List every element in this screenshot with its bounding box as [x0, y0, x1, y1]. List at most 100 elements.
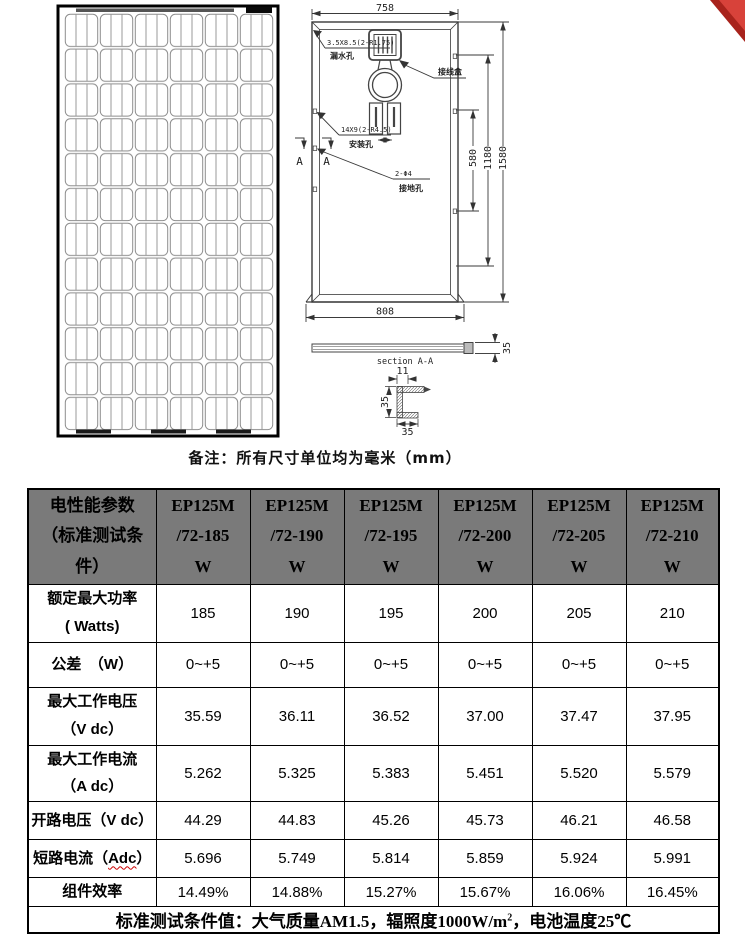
panel-front-view	[56, 4, 280, 438]
cable-loop	[367, 67, 403, 103]
table-row-isc: 短路电流（Adc） 5.696 5.749 5.814 5.859 5.924 …	[27, 839, 720, 878]
value-cell: 14.88%	[249, 877, 345, 907]
row-label: 开路电压（V dc）	[27, 801, 157, 840]
superscript-2: 2	[507, 912, 513, 924]
dimensions: 758 808 580 1180 1580	[305, 3, 509, 322]
value-cell: 5.451	[437, 744, 533, 802]
value-cell: 5.859	[437, 839, 533, 878]
arrowhead	[317, 148, 327, 155]
connectors	[368, 102, 402, 135]
model-header-cell: EP125M/72-185 W	[155, 488, 251, 585]
value-cell: 195	[343, 583, 439, 643]
table-row-tolerance: 公差 （W） 0~+5 0~+5 0~+5 0~+5 0~+5 0~+5	[27, 641, 720, 688]
busbar-ribbon-top	[76, 8, 234, 12]
junction-box-assembly	[367, 29, 403, 143]
section-markers: A A	[295, 137, 334, 168]
value-cell: 36.11	[249, 686, 345, 746]
value-cell: 0~+5	[531, 641, 627, 688]
drain-hole-label: 漏水孔	[330, 51, 354, 61]
solar-cell-grid	[64, 13, 274, 431]
value-cell: 46.58	[625, 801, 720, 840]
value-cell: 5.814	[343, 839, 439, 878]
spellcheck-underline: Adc	[108, 849, 137, 867]
model-header-cell: EP125M/72-195 W	[343, 488, 439, 585]
row-label: 最大工作电压 （V dc）	[27, 686, 157, 746]
value-cell: 44.83	[249, 801, 345, 840]
electrical-spec-table: 电性能参数 （标准测试条 件） EP125M/72-185 W EP125M/72…	[27, 488, 720, 934]
arrowhead	[313, 30, 322, 38]
dim-thickness: 35	[502, 342, 513, 354]
arrowhead	[316, 112, 326, 120]
param-header-cell: 电性能参数 （标准测试条 件）	[27, 488, 157, 585]
value-cell: 200	[437, 583, 533, 643]
param-header-line: 件）	[75, 557, 110, 577]
dim-total-height: 1580	[498, 146, 509, 170]
spec-table-wrap: 电性能参数 （标准测试条 件） EP125M/72-185 W EP125M/72…	[27, 488, 720, 934]
technical-drawing: 3.5X8.5(2-R1.75) 漏水孔 接线盒 14X9(2-R4.5) 安装…	[56, 0, 745, 438]
value-cell: 5.924	[531, 839, 627, 878]
value-cell: 15.27%	[343, 877, 439, 907]
header-row: 电性能参数 （标准测试条 件） EP125M/72-185 W EP125M/72…	[27, 488, 720, 585]
value-cell: 35.59	[155, 686, 251, 746]
value-cell: 0~+5	[625, 641, 720, 688]
page-corner-decoration	[710, 0, 745, 42]
value-cell: 5.696	[155, 839, 251, 878]
footer-row: 标准测试条件值：大气质量AM1.5，辐照度1000W/m2，电池温度25℃	[27, 906, 720, 934]
busbar-ribbon-bottom	[216, 429, 251, 434]
ground-hole-label: 接地孔	[399, 183, 423, 193]
value-cell: 16.06%	[531, 877, 627, 907]
value-cell: 45.26	[343, 801, 439, 840]
value-cell: 5.520	[531, 744, 627, 802]
param-header-line: （标准测试条	[41, 526, 144, 546]
value-cell: 5.325	[249, 744, 345, 802]
value-cell: 37.47	[531, 686, 627, 746]
table-row-imp: 最大工作电流 （A dc） 5.262 5.325 5.383 5.451 5.…	[27, 744, 720, 802]
model-header-cell: EP125M/72-205 W	[531, 488, 627, 585]
frame-profile-detail: 11 35 35	[380, 366, 431, 438]
table-row-efficiency: 组件效率 14.49% 14.88% 15.27% 15.67% 16.06% …	[27, 877, 720, 907]
param-header-line: 电性能参数	[49, 495, 135, 515]
value-cell: 14.49%	[155, 877, 251, 907]
test-conditions-note: 标准测试条件值：大气质量AM1.5，辐照度1000W/m2，电池温度25℃	[27, 906, 720, 934]
row-label: 最大工作电流 （A dc）	[27, 744, 157, 802]
junction-lead-top	[246, 6, 272, 13]
busbar-ribbon-bottom	[151, 429, 186, 434]
value-cell: 0~+5	[249, 641, 345, 688]
value-cell: 5.749	[249, 839, 345, 878]
value-cell: 46.21	[531, 801, 627, 840]
frame-holes	[312, 53, 458, 214]
drawing-note: 备注：所有尺寸单位均为毫米（mm）	[188, 449, 462, 467]
dim-top-width: 758	[376, 3, 394, 14]
value-cell: 44.29	[155, 801, 251, 840]
row-label: 短路电流（Adc）	[27, 839, 157, 878]
busbar-ribbon-bottom	[76, 429, 111, 434]
mount-hole-label: 安装孔	[349, 139, 373, 149]
value-cell: 0~+5	[155, 641, 251, 688]
dim-mid-height: 1180	[483, 146, 494, 170]
section-marker-a: A	[296, 155, 303, 168]
dim-profile-width: 35	[401, 427, 413, 438]
row-label: 额定最大功率 ( Watts)	[27, 583, 157, 643]
model-header-cell: EP125M/72-200 W	[437, 488, 533, 585]
value-cell: 16.45%	[625, 877, 720, 907]
value-cell: 5.262	[155, 744, 251, 802]
value-cell: 45.73	[437, 801, 533, 840]
section-view: 35 section A-A	[311, 333, 513, 367]
value-cell: 5.579	[625, 744, 720, 802]
value-cell: 0~+5	[437, 641, 533, 688]
value-cell: 210	[625, 583, 720, 643]
table-row-voc: 开路电压（V dc） 44.29 44.83 45.26 45.73 46.21…	[27, 801, 720, 840]
section-marker-a: A	[323, 155, 330, 168]
value-cell: 205	[531, 583, 627, 643]
model-header-cell: EP125M/72-190 W	[249, 488, 345, 585]
drain-hole-spec: 3.5X8.5(2-R1.75)	[327, 39, 394, 47]
row-label: 组件效率	[27, 877, 157, 907]
row-label: 公差 （W）	[27, 641, 157, 688]
junction-box-label: 接线盒	[438, 67, 463, 77]
table-row-max-power: 额定最大功率 ( Watts) 185 190 195 200 205 210	[27, 583, 720, 643]
mount-hole-spec: 14X9(2-R4.5)	[341, 126, 392, 134]
value-cell: 5.383	[343, 744, 439, 802]
model-header-cell: EP125M/72-210 W	[625, 488, 720, 585]
value-cell: 190	[249, 583, 345, 643]
dim-hole-span: 580	[468, 149, 479, 167]
